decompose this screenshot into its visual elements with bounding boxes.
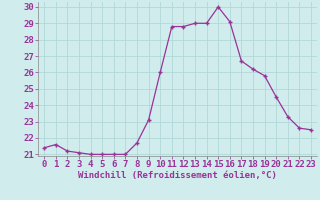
X-axis label: Windchill (Refroidissement éolien,°C): Windchill (Refroidissement éolien,°C) [78,171,277,180]
